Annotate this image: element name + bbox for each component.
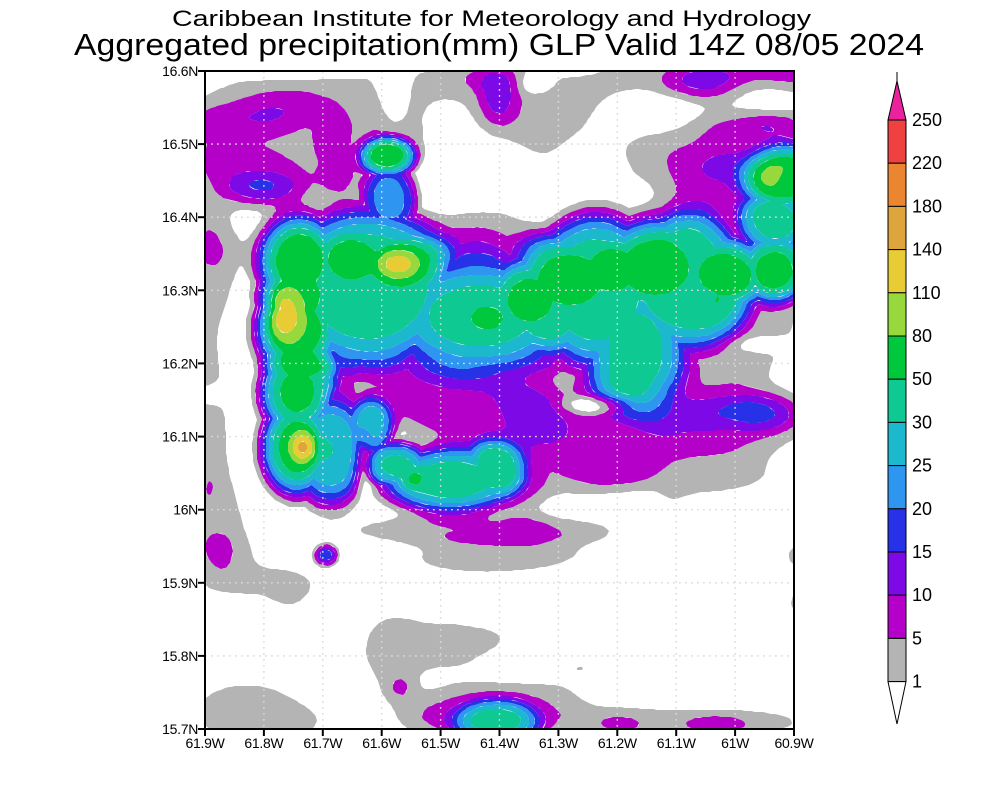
svg-text:16N: 16N [173, 502, 198, 518]
svg-text:61W: 61W [721, 735, 750, 751]
svg-text:30: 30 [912, 412, 932, 432]
svg-text:Caribbean Institute for Meteor: Caribbean Institute for Meteorology and … [172, 6, 811, 31]
svg-text:10: 10 [912, 585, 932, 605]
svg-text:Aggregated precipitation(mm) G: Aggregated precipitation(mm) GLP Valid 1… [74, 27, 924, 62]
svg-text:1: 1 [912, 672, 922, 692]
svg-text:50: 50 [912, 369, 932, 389]
svg-text:61.7W: 61.7W [303, 735, 343, 751]
svg-text:61.8W: 61.8W [244, 735, 284, 751]
svg-text:16.4N: 16.4N [162, 209, 198, 225]
svg-text:15.8N: 15.8N [162, 648, 198, 664]
svg-text:61.9W: 61.9W [186, 735, 226, 751]
svg-text:180: 180 [912, 196, 942, 216]
svg-text:16.2N: 16.2N [162, 355, 198, 371]
svg-text:61.2W: 61.2W [598, 735, 638, 751]
svg-text:61.5W: 61.5W [421, 735, 461, 751]
svg-text:15.9N: 15.9N [162, 575, 198, 591]
svg-text:61.1W: 61.1W [657, 735, 697, 751]
svg-text:80: 80 [912, 326, 932, 346]
svg-text:16.3N: 16.3N [162, 282, 198, 298]
svg-text:16.1N: 16.1N [162, 429, 198, 445]
svg-text:250: 250 [912, 110, 942, 130]
svg-text:20: 20 [912, 499, 932, 519]
svg-text:16.6N: 16.6N [162, 63, 198, 79]
svg-text:61.4W: 61.4W [480, 735, 520, 751]
svg-text:16.5N: 16.5N [162, 136, 198, 152]
svg-text:60.9W: 60.9W [775, 735, 815, 751]
svg-text:15.7N: 15.7N [162, 721, 198, 737]
svg-text:61.3W: 61.3W [539, 735, 579, 751]
svg-text:25: 25 [912, 456, 932, 476]
svg-text:5: 5 [912, 628, 922, 648]
svg-text:61.6W: 61.6W [362, 735, 402, 751]
svg-text:15: 15 [912, 542, 932, 562]
svg-text:220: 220 [912, 153, 942, 173]
svg-text:140: 140 [912, 240, 942, 260]
svg-text:110: 110 [912, 283, 941, 303]
